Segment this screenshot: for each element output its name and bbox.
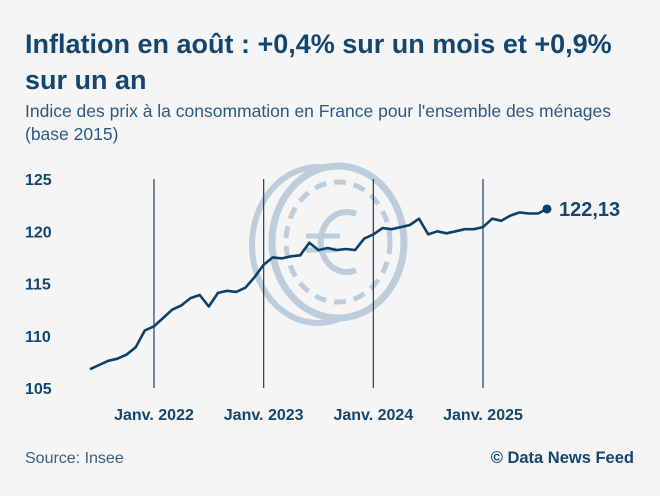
- y-tick-label: 125: [25, 172, 52, 189]
- x-tick-label: Janv. 2024: [333, 407, 413, 424]
- chart-title: Inflation en août : +0,4% sur un mois et…: [25, 29, 612, 95]
- credit-label: © Data News Feed: [490, 449, 634, 467]
- y-tick-label: 110: [25, 329, 51, 346]
- y-tick-label: 115: [25, 277, 51, 294]
- y-tick-label: 105: [25, 381, 52, 398]
- y-tick-label: 120: [25, 224, 52, 241]
- end-value-label: 122,13: [559, 199, 620, 221]
- end-point: [542, 204, 552, 214]
- x-tick-label: Janv. 2023: [224, 407, 304, 424]
- euro-coin-icon: [249, 162, 408, 326]
- series-line: [89, 207, 548, 371]
- source-note: Source: Insee: [25, 450, 124, 467]
- x-tick-label: Janv. 2025: [443, 407, 523, 424]
- x-tick-label: Janv. 2022: [114, 407, 194, 424]
- chart-subtitle: Indice des prix à la consommation en Fra…: [25, 101, 612, 144]
